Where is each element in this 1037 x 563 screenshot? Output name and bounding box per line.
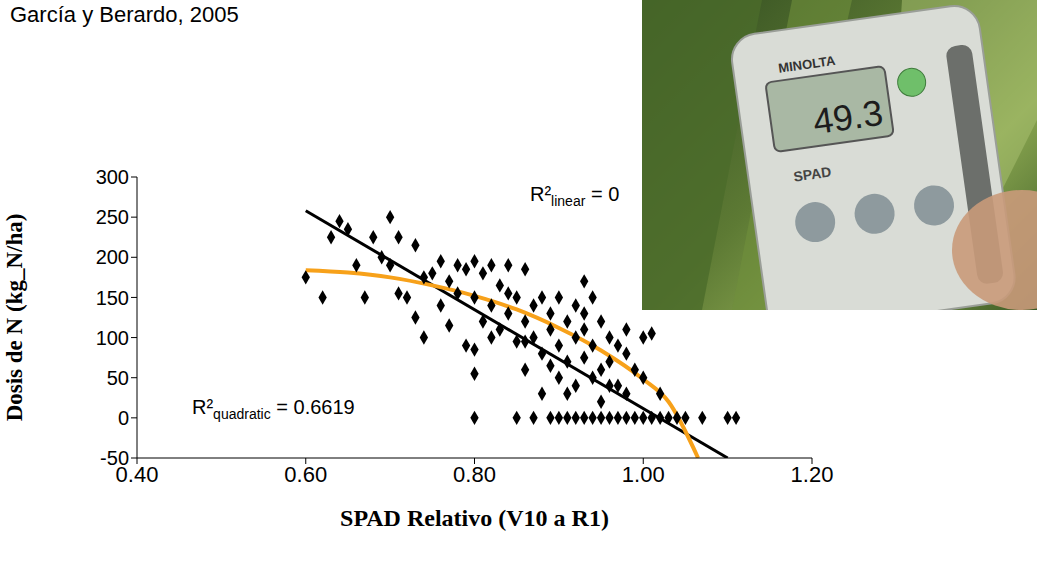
svg-text:250: 250	[96, 206, 129, 228]
svg-text:0: 0	[118, 407, 129, 429]
svg-text:SPAD Relativo (V10 a R1): SPAD Relativo (V10 a R1)	[340, 505, 609, 531]
svg-text:0.40: 0.40	[115, 461, 159, 487]
svg-text:150: 150	[96, 287, 129, 309]
svg-text:300: 300	[96, 166, 129, 188]
svg-text:0.60: 0.60	[284, 462, 327, 487]
svg-text:MINOLTA: MINOLTA	[777, 53, 836, 76]
svg-text:1.20: 1.20	[791, 462, 834, 487]
svg-text:100: 100	[96, 327, 129, 349]
svg-text:200: 200	[96, 246, 129, 268]
html-text:García y Berardo, 2005: García y Berardo, 2005	[10, 2, 239, 27]
html-text:R²linear = 0: R²linear = 0	[530, 183, 620, 209]
svg-text:0.80: 0.80	[453, 462, 496, 487]
svg-text:SPAD: SPAD	[793, 163, 833, 184]
svg-text:Dosis de N (kg_N/ha): Dosis de N (kg_N/ha)	[2, 214, 27, 422]
svg-text:-50: -50	[100, 447, 129, 469]
html-text:R²quadratic = 0.6619: R²quadratic = 0.6619	[192, 396, 355, 422]
svg-text:1.00: 1.00	[622, 462, 665, 487]
svg-text:49.3: 49.3	[810, 92, 885, 142]
svg-text:50: 50	[107, 367, 129, 389]
